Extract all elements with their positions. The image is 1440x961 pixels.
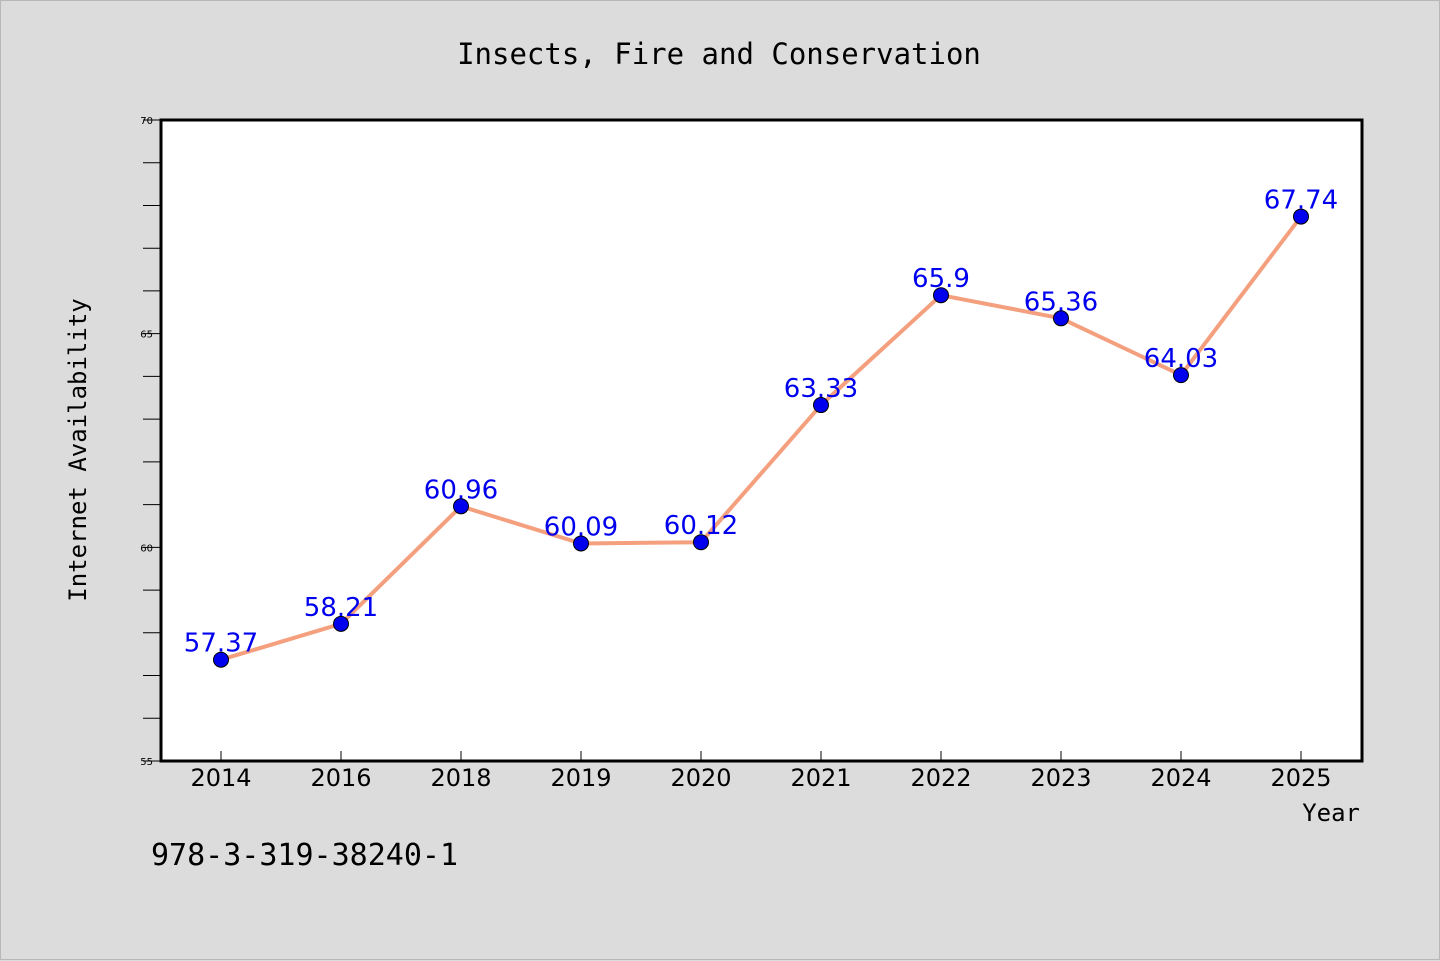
data-label: 64.03 (1144, 344, 1218, 374)
data-point-marker (1293, 208, 1309, 225)
x-tick-label: 2023 (1030, 764, 1091, 792)
data-label: 60.96 (424, 475, 498, 505)
data-point-marker (1173, 367, 1189, 384)
data-label: 65.36 (1024, 287, 1098, 317)
data-label: 63.33 (784, 374, 858, 404)
x-tick-label: 2021 (790, 764, 851, 792)
plot-area (159, 118, 1364, 763)
series-line (220, 215, 1303, 662)
data-label: 58.21 (304, 593, 378, 623)
chart-title: Insects, Fire and Conservation (457, 37, 981, 71)
data-point-marker (1053, 310, 1069, 327)
data-label: 57.37 (184, 629, 258, 659)
data-point-marker (933, 287, 949, 304)
x-tick-label: 2020 (670, 764, 731, 792)
x-tick-label: 2016 (310, 764, 371, 792)
y-tick-label: 60 (140, 543, 153, 554)
data-label: 60.09 (544, 512, 618, 542)
data-point-marker (693, 534, 709, 551)
x-tick-label: 2024 (1150, 764, 1211, 792)
y-tick-label: 65 (140, 330, 153, 341)
y-tick-label: 55 (140, 757, 153, 768)
x-tick-label: 2022 (910, 764, 971, 792)
x-tick-label: 2025 (1270, 764, 1331, 792)
data-label: 67.74 (1264, 186, 1338, 216)
data-point-marker (573, 535, 589, 552)
x-axis: 2014 2016 2018 2019 2020 2021 2022 2023 2024 2025 (190, 751, 1332, 792)
x-axis-label: Year (1302, 799, 1360, 827)
data-point-marker (333, 615, 349, 632)
y-axis: 55 60 65 70 (140, 116, 161, 768)
data-point-marker (453, 498, 469, 515)
data-point-marker (213, 651, 229, 668)
series-line-group: 57.37 58.21 60.96 60.09 60.12 63.33 65.9 65.36 6… (184, 186, 1338, 668)
x-tick-label: 2019 (550, 764, 611, 792)
data-label: 65.9 (912, 264, 970, 294)
x-tick-label: 2018 (430, 764, 491, 792)
footer-text: 978-3-319-38240-1 (151, 838, 458, 873)
data-label: 60.12 (664, 511, 738, 541)
data-point-marker (813, 397, 829, 414)
y-axis-label: Internet Availability (64, 298, 92, 601)
y-tick-label: 70 (140, 116, 153, 127)
x-tick-label: 2014 (190, 764, 251, 792)
